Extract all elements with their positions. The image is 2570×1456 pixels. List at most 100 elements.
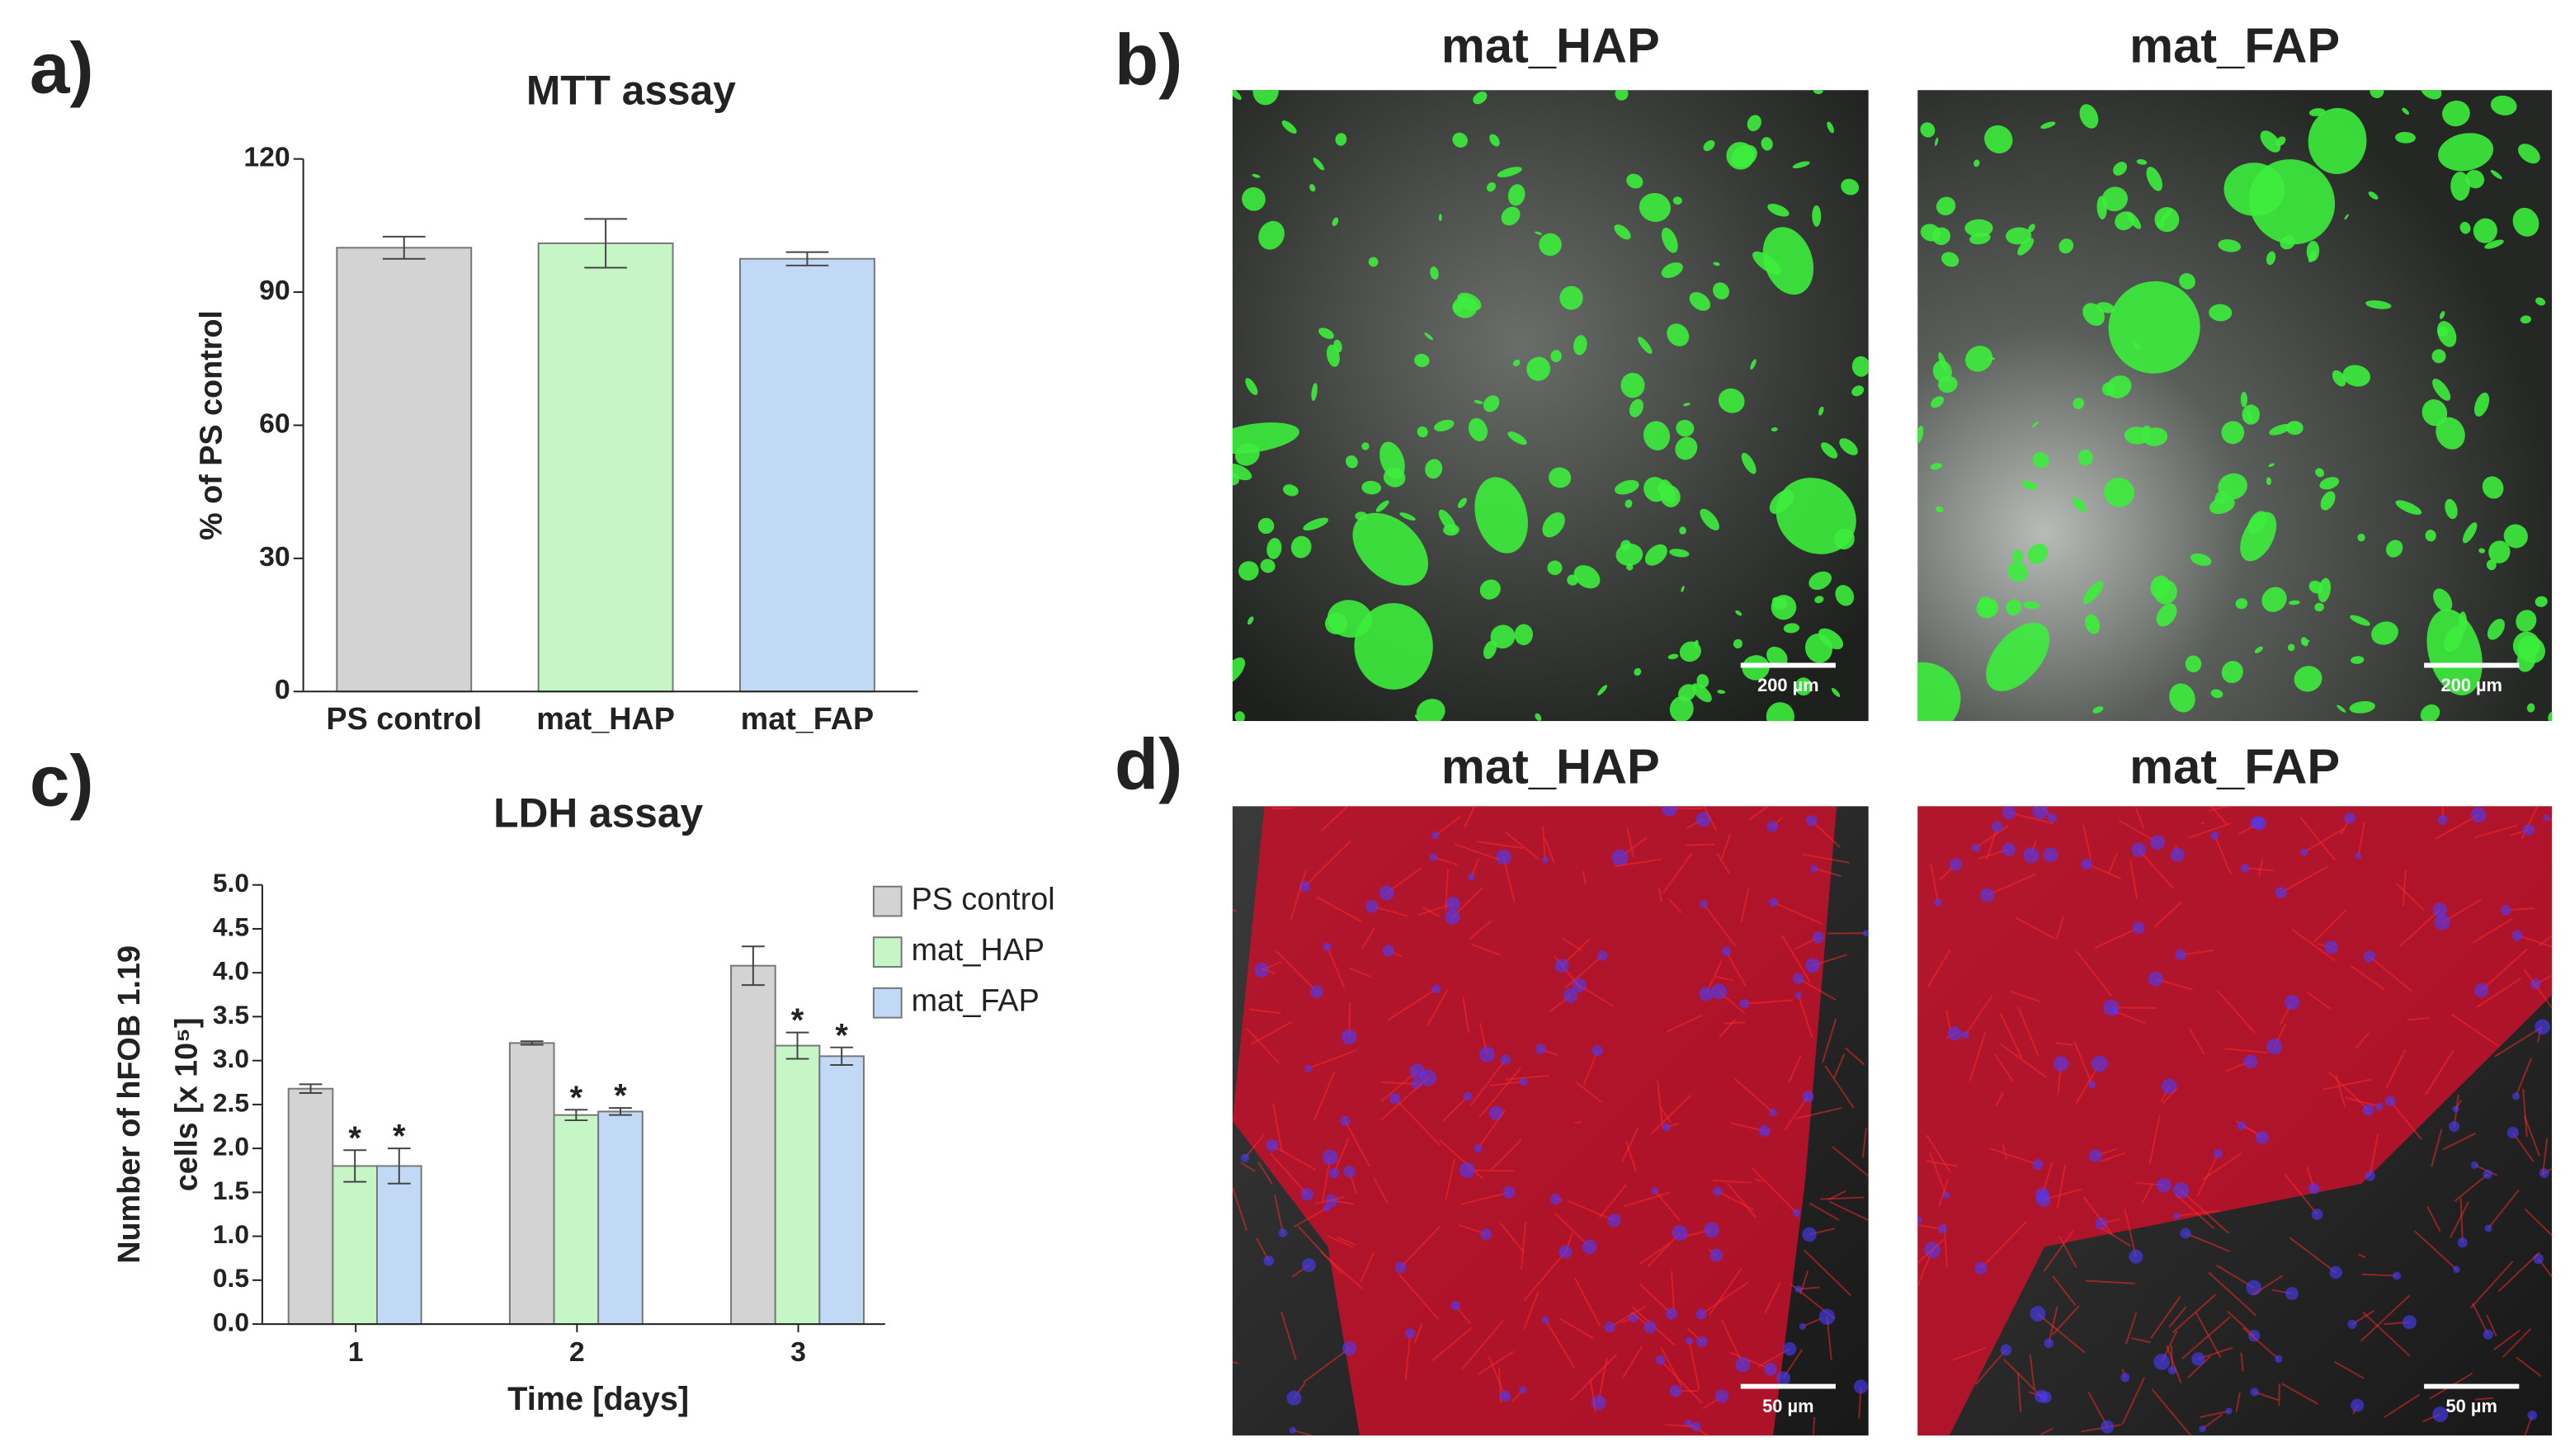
fiber (1740, 888, 1750, 923)
x-tick-label: 1 (348, 1336, 364, 1368)
nucleus (1961, 1030, 1969, 1039)
cell (1931, 396, 1945, 408)
fiber (2055, 916, 2065, 940)
fiber (1809, 1202, 1840, 1221)
fiber (1598, 1184, 1627, 1218)
fiber (2202, 1152, 2242, 1180)
nucleus (2434, 914, 2450, 931)
nucleus (1818, 1308, 1836, 1325)
fiber (1668, 898, 1682, 914)
fiber (1985, 826, 1998, 860)
fiber (1686, 843, 1715, 846)
fiber (2166, 1345, 2182, 1384)
fiber (1751, 1166, 1798, 1214)
fiber (2200, 822, 2205, 825)
nucleus (2150, 835, 2166, 851)
micrograph-title: mat_HAP (1441, 17, 1660, 73)
panel-label: a) (30, 27, 94, 108)
cell (1281, 120, 1297, 134)
bar (336, 247, 473, 693)
fiber (1945, 1010, 1951, 1030)
nucleus (1496, 849, 1511, 865)
fiber (2516, 1356, 2542, 1378)
cell (1675, 436, 1698, 460)
nucleus (1769, 1108, 1778, 1117)
fiber (2523, 968, 2553, 1010)
cell (1311, 383, 1318, 402)
cell (2431, 349, 2446, 364)
nucleus (2088, 1081, 2096, 1089)
nucleus (1713, 1186, 1723, 1196)
nucleus (1766, 821, 1778, 832)
cell (1750, 359, 1757, 370)
cell (2319, 477, 2340, 490)
cell (1761, 137, 1773, 151)
nucleus (1382, 945, 1395, 957)
fiber (1280, 1312, 1297, 1360)
fiber (2524, 1209, 2553, 1237)
cell (1629, 398, 1644, 417)
cell (2486, 559, 2497, 571)
fiber (1373, 1176, 1389, 1204)
fiber (2209, 806, 2231, 812)
cell (1468, 417, 1488, 441)
fiber (2454, 1173, 2488, 1202)
fiber (2153, 901, 2183, 928)
cell (1794, 677, 1813, 696)
fiber (2358, 1253, 2366, 1259)
fiber (2333, 1360, 2365, 1379)
cell (1676, 419, 1695, 437)
fiber (1544, 1319, 1575, 1368)
fiber (1969, 1032, 1987, 1081)
cell (2450, 172, 2470, 201)
nucleus (2120, 1373, 2130, 1383)
fiber (2224, 1048, 2268, 1054)
nucleus (2095, 1217, 2108, 1230)
y-axis-label: cells [x 10⁵] (169, 1018, 204, 1192)
fiber (2486, 1314, 2497, 1337)
nucleus (1662, 1123, 1671, 1132)
fiber (1708, 1268, 1742, 1317)
nucleus (1278, 1228, 1288, 1238)
fiber (1523, 1290, 1540, 1330)
nucleus (1934, 898, 1942, 907)
nucleus (2002, 842, 2016, 856)
cell (2012, 549, 2024, 563)
fiber (1989, 1147, 2039, 1166)
fiber (2075, 950, 2113, 997)
fiber (1724, 1021, 1746, 1025)
cell (1626, 563, 1634, 571)
cell (1818, 628, 1844, 650)
nucleus (1254, 963, 1270, 978)
cell (1547, 560, 1563, 576)
chart-title: MTT assay (526, 67, 736, 113)
cell (2104, 478, 2135, 507)
cell (1434, 419, 1455, 431)
cell (1260, 558, 1276, 573)
fiber (2124, 1312, 2138, 1345)
nucleus (2170, 847, 2185, 862)
cell (1573, 335, 1587, 356)
cell (2027, 224, 2035, 233)
micrograph-title: mat_FAP (2129, 738, 2340, 794)
nucleus (2173, 1182, 2190, 1199)
cell (1766, 646, 1788, 668)
cell (2402, 107, 2410, 115)
fiber (1320, 806, 1349, 832)
significance-marker: * (835, 1017, 848, 1053)
cell (1818, 406, 1824, 416)
fiber (1623, 1191, 1670, 1208)
significance-marker: * (348, 1120, 361, 1157)
nucleus (2173, 1212, 2181, 1220)
fiber (1297, 1225, 1343, 1275)
fiber (1337, 1237, 1357, 1246)
nucleus (1340, 1115, 1351, 1127)
fiber (2284, 1174, 2318, 1215)
fiber (1244, 1134, 1265, 1159)
fiber (2200, 1410, 2229, 1418)
nucleus (1394, 1261, 1407, 1274)
fiber (2424, 1049, 2454, 1096)
cell (1917, 662, 1961, 722)
cell (2027, 543, 2049, 564)
nucleus (1669, 1384, 1682, 1397)
